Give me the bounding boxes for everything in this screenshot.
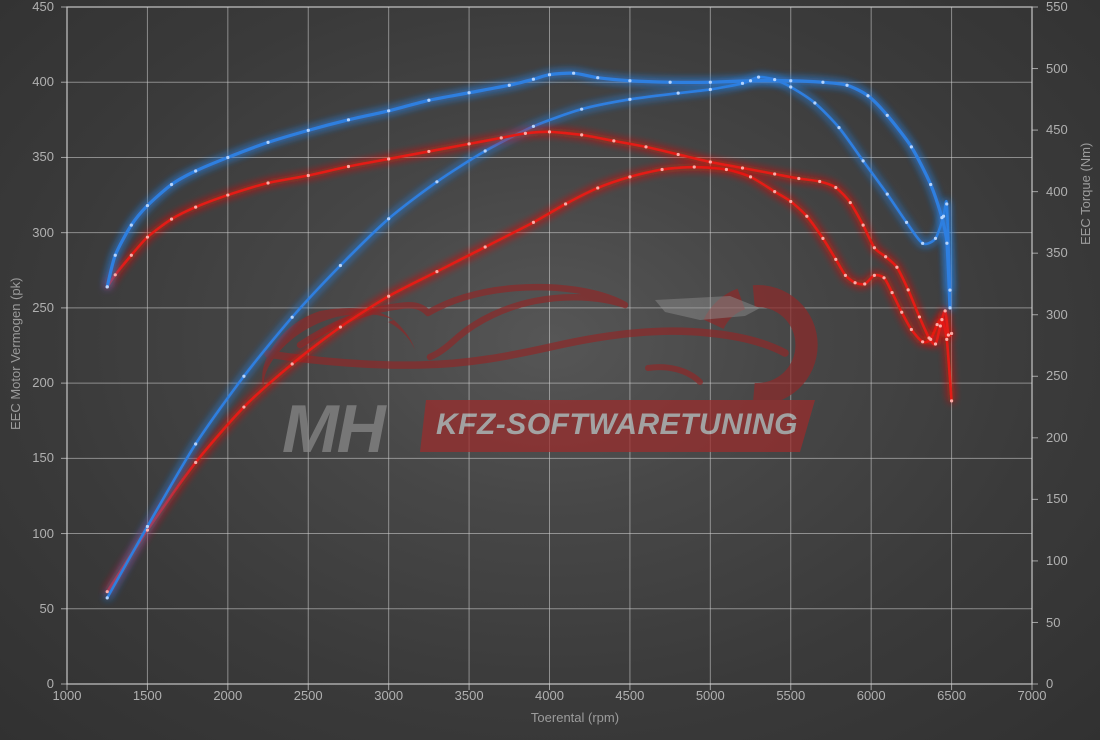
svg-text:KFZ-SOFTWARETUNING: KFZ-SOFTWARETUNING [436,408,798,441]
svg-text:MH: MH [282,391,388,467]
